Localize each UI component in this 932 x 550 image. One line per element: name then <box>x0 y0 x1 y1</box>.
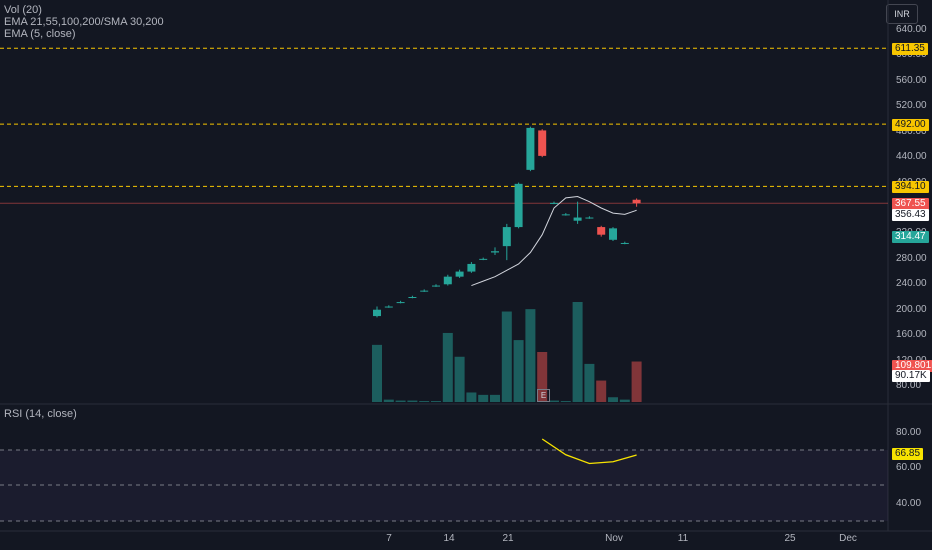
volume-ma-tag: 90.17K <box>892 370 930 382</box>
volume-bar <box>525 309 536 402</box>
level-394-tag: 394.10 <box>892 181 929 193</box>
candle-body <box>420 290 429 292</box>
vol-legend[interactable]: Vol (20) <box>4 4 42 16</box>
candle-body <box>443 276 452 285</box>
candle-body <box>514 183 523 228</box>
price-axis-label: 160.00 <box>896 329 927 341</box>
candle-body <box>526 127 535 170</box>
volume-bar <box>466 392 477 402</box>
x-label-14: 14 <box>443 533 455 544</box>
volume-bar <box>537 352 548 402</box>
volume-bar <box>383 399 394 402</box>
candle-body <box>620 242 629 244</box>
price-axis-label: 240.00 <box>896 278 927 290</box>
candle-body <box>396 302 405 304</box>
volume-bar <box>596 380 607 402</box>
volume-bar <box>560 401 571 402</box>
candle-body <box>585 217 594 219</box>
volume-bar <box>419 401 430 402</box>
volume-bar <box>454 356 465 402</box>
candle-body <box>561 214 570 216</box>
price-axis-label: 200.00 <box>896 303 927 315</box>
price-axis-label: 640.00 <box>896 24 927 35</box>
volume-bar <box>631 361 642 402</box>
ema5-line <box>471 196 637 287</box>
x-label-dec: Dec <box>839 533 857 544</box>
volume-bar <box>608 397 618 402</box>
volume-bar <box>372 344 382 402</box>
volume-bar <box>584 363 595 402</box>
rsi-legend[interactable]: RSI (14, close) <box>4 408 77 420</box>
rsi-line <box>541 438 637 465</box>
volume-bar <box>407 400 418 402</box>
rsi-axis-60: 60.00 <box>896 462 922 473</box>
volume-tag: 109.801K <box>892 360 932 372</box>
candle-body <box>609 228 617 240</box>
ema5-legend[interactable]: EMA (5, close) <box>4 28 76 40</box>
volume-bar <box>513 340 524 402</box>
volume-bar <box>395 400 406 402</box>
x-label-nov: Nov <box>605 533 623 544</box>
candle-body <box>408 297 417 298</box>
candle-body <box>597 227 606 235</box>
candle-body <box>491 251 499 253</box>
volume-bar <box>490 394 500 402</box>
rsi-axis-80: 80.00 <box>896 427 922 438</box>
ema-multi-legend[interactable]: EMA 21,55,100,200/SMA 30,200 <box>4 16 164 28</box>
level-611-tag: 611.35 <box>892 43 928 55</box>
x-label-7: 7 <box>386 533 392 544</box>
candle-body <box>479 258 488 260</box>
price-axis-label: 480.00 <box>896 125 927 137</box>
price-axis-label: 80.00 <box>896 380 922 391</box>
last-price-tag: 367.55 <box>892 198 929 210</box>
green-value-tag: 314.47 <box>892 231 929 243</box>
currency-button[interactable]: INR <box>886 4 918 24</box>
volume-bar <box>619 399 630 402</box>
price-axis-label: 560.00 <box>896 74 927 86</box>
level-492-tag: 492.00 <box>892 119 929 131</box>
rsi-value-tag: 66.85 <box>892 448 924 460</box>
volume-bar <box>478 394 489 402</box>
x-label-25: 25 <box>784 533 796 544</box>
x-label-11: 11 <box>677 533 689 544</box>
candle-body <box>455 271 464 277</box>
volume-bar <box>549 400 559 402</box>
candle-body <box>384 306 393 308</box>
x-label-21: 21 <box>502 533 514 544</box>
ema-value-tag: 356.43 <box>892 209 929 221</box>
price-axis-label: 280.00 <box>896 252 927 264</box>
rsi-axis-40: 40.00 <box>896 498 922 509</box>
candle-body <box>573 217 582 221</box>
earnings-marker[interactable]: E <box>537 389 550 402</box>
volume-bar <box>431 401 441 402</box>
volume-bar <box>501 311 512 402</box>
price-axis-label: 520.00 <box>896 100 927 112</box>
volume-bar <box>442 332 453 402</box>
candle-body <box>550 202 558 204</box>
candle-body <box>632 199 641 204</box>
candle-body <box>373 309 381 317</box>
volume-bar <box>572 302 583 402</box>
candle-body <box>502 227 511 247</box>
candle-body <box>432 285 440 287</box>
price-axis-label: 440.00 <box>896 151 927 163</box>
candle-body <box>538 130 547 156</box>
candle-body <box>467 263 476 272</box>
